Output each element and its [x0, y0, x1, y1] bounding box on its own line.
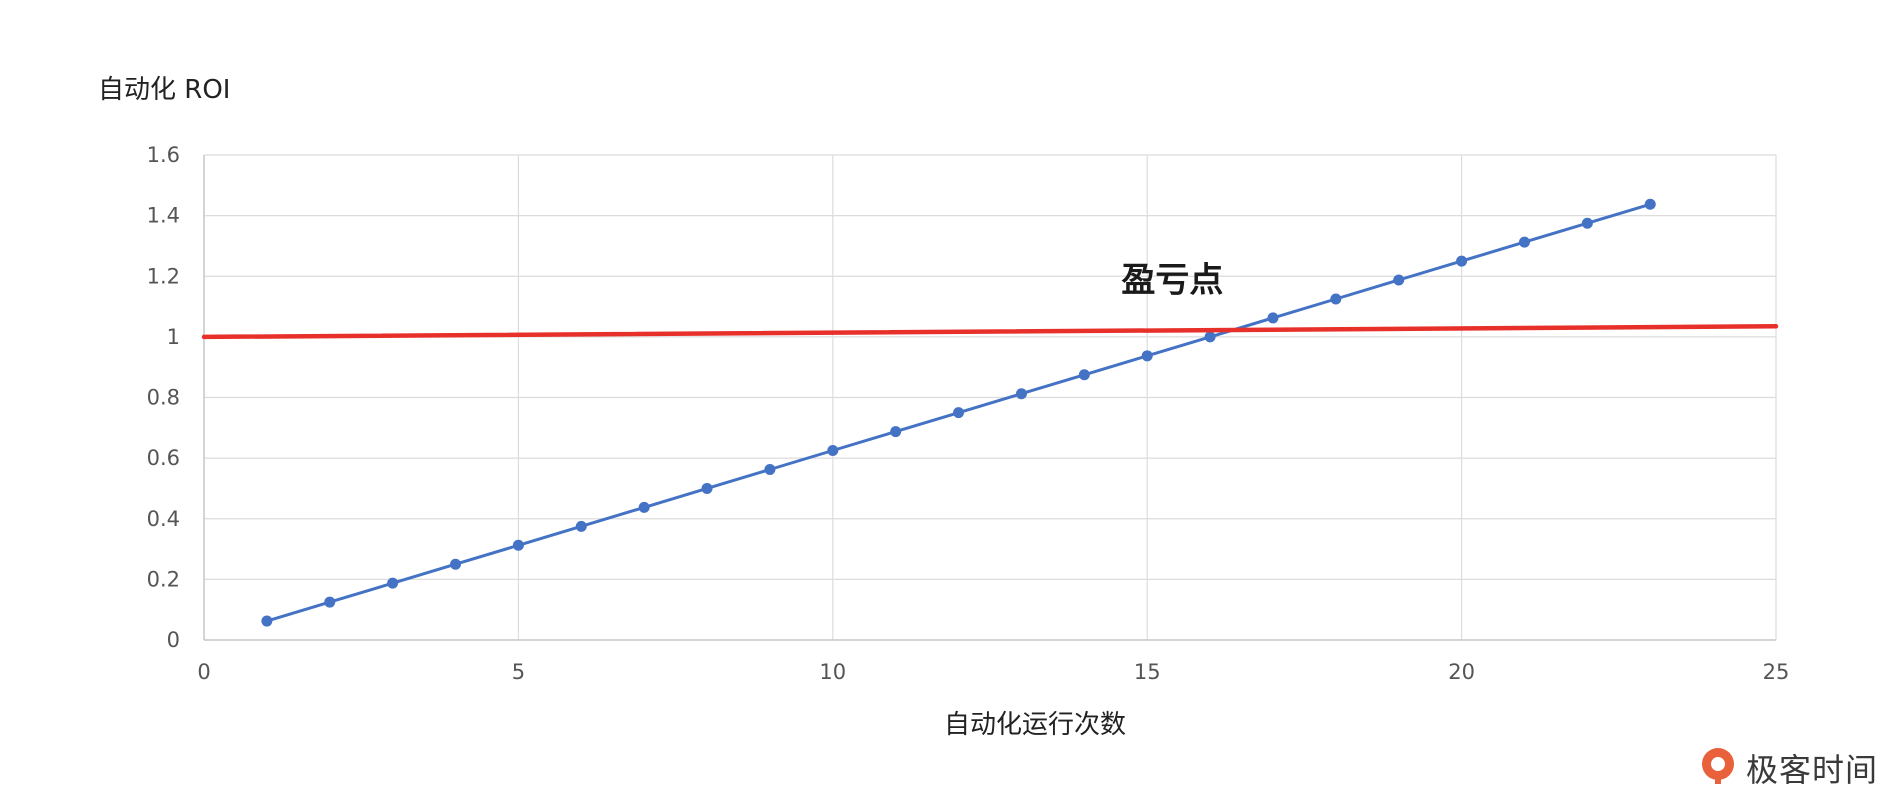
roi-data-point: [701, 482, 713, 494]
x-tick-label: 15: [1134, 660, 1161, 684]
series-layer: [201, 198, 1779, 627]
grid: [203, 154, 1777, 641]
watermark-text: 极客时间: [1745, 751, 1878, 789]
roi-data-point: [512, 539, 524, 551]
x-tick-label: 10: [819, 660, 846, 684]
roi-data-point: [1015, 388, 1027, 400]
roi-data-point: [638, 501, 650, 513]
axes: [203, 155, 1776, 641]
roi-data-point: [575, 520, 587, 532]
roi-data-point: [1204, 331, 1216, 343]
y-tick-label: 1: [167, 325, 180, 349]
breakeven-line: [201, 324, 1779, 340]
roi-data-point: [1330, 293, 1342, 305]
roi-data-point: [324, 596, 336, 608]
y-tick-label: 1.4: [147, 204, 180, 228]
roi-data-point: [261, 615, 273, 627]
roi-data-point: [827, 445, 839, 457]
watermark-logo: 极客时间: [1698, 745, 1878, 791]
x-tick-label: 20: [1448, 660, 1475, 684]
roi-data-point: [1141, 350, 1153, 362]
y-axis-title: 自动化 ROI: [98, 75, 230, 105]
x-tick-label: 5: [512, 660, 525, 684]
roi-data-point: [890, 426, 902, 438]
roi-data-point: [764, 463, 776, 475]
y-tick-label: 0: [167, 628, 180, 652]
roi-data-point: [953, 407, 965, 419]
roi-data-point: [1644, 198, 1656, 210]
y-tick-label: 1.2: [147, 264, 180, 288]
tick-labels: 0 0.2 0.4 0.6 0.8 1 1.2 1.4 1.6 0 5 10 15 20 25: [147, 143, 1790, 684]
roi-data-point: [1518, 236, 1530, 248]
roi-data-point: [1078, 369, 1090, 381]
x-axis-title: 自动化运行次数: [944, 710, 1126, 740]
y-tick-label: 1.6: [147, 143, 180, 167]
y-tick-label: 0.6: [147, 446, 180, 470]
annotation-breakeven: 盈亏点: [1121, 260, 1223, 300]
y-tick-label: 0.8: [147, 386, 180, 410]
roi-data-point: [1267, 312, 1279, 324]
x-tick-label: 25: [1763, 660, 1790, 684]
roi-data-point: [1581, 217, 1593, 229]
roi-data-point: [1393, 274, 1405, 286]
roi-data-point: [387, 577, 399, 589]
x-tick-label: 0: [197, 660, 210, 684]
geektime-logo-icon: [1698, 746, 1738, 790]
y-tick-label: 0.4: [147, 507, 180, 531]
y-tick-label: 0.2: [147, 567, 180, 591]
roi-data-point: [450, 558, 462, 570]
roi-data-point: [1456, 255, 1468, 267]
